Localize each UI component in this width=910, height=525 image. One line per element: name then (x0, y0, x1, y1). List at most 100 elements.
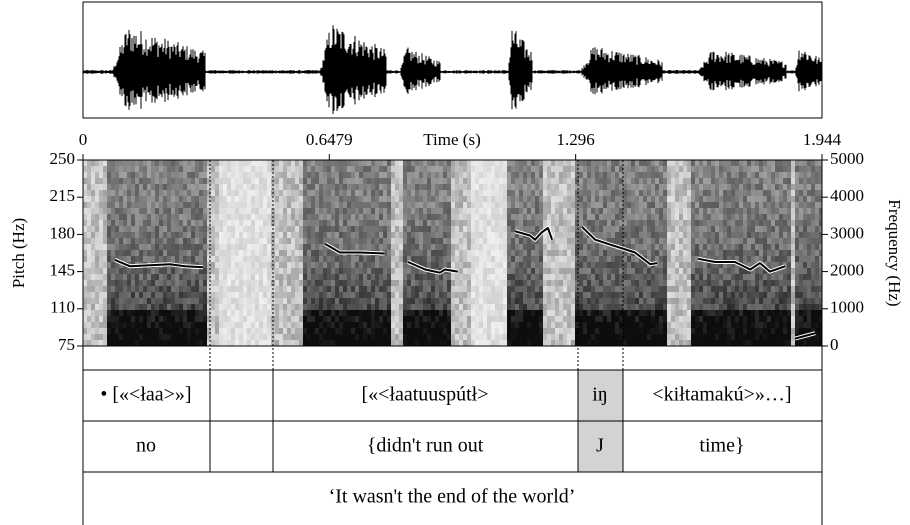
spectrogram-cell (287, 310, 291, 316)
spectrogram-cell (87, 310, 91, 316)
spectrogram-cell (411, 226, 415, 232)
spectrogram-cell (467, 226, 471, 232)
spectrogram-cell (331, 316, 335, 322)
spectrogram-cell (387, 328, 391, 334)
spectrogram-cell (599, 334, 603, 340)
spectrogram-cell (239, 172, 243, 178)
spectrogram-cell (595, 196, 599, 202)
spectrogram-cell (679, 262, 683, 268)
spectrogram-cell (663, 178, 667, 184)
spectrogram-cell (707, 322, 711, 328)
spectrogram-cell (663, 196, 667, 202)
spectrogram-cell (475, 226, 479, 232)
spectrogram-cell (199, 334, 203, 340)
spectrogram-cell (419, 304, 423, 310)
spectrogram-cell (347, 280, 351, 286)
spectrogram-cell (683, 274, 687, 280)
spectrogram-cell (383, 316, 387, 322)
spectrogram-cell (383, 262, 387, 268)
spectrogram-cell (167, 256, 171, 262)
spectrogram-cell (695, 172, 699, 178)
spectrogram-cell (455, 160, 459, 166)
spectrogram-cell (135, 340, 139, 346)
spectrogram-cell (519, 172, 523, 178)
spectrogram-cell (687, 190, 691, 196)
spectrogram-cell (519, 262, 523, 268)
spectrogram-cell (415, 190, 419, 196)
spectrogram-cell (611, 304, 615, 310)
spectrogram-cell (375, 304, 379, 310)
spectrogram-cell (255, 244, 259, 250)
spectrogram-cell (459, 178, 463, 184)
spectrogram-cell (635, 190, 639, 196)
spectrogram-cell (103, 316, 107, 322)
spectrogram-cell (303, 166, 307, 172)
spectrogram-cell (691, 274, 695, 280)
spectrogram-cell (339, 340, 343, 346)
spectrogram-cell (475, 190, 479, 196)
spectrogram-cell (375, 268, 379, 274)
spectrogram-cell (655, 226, 659, 232)
spectrogram-cell (103, 196, 107, 202)
spectrogram-cell (275, 166, 279, 172)
spectrogram-cell (435, 190, 439, 196)
spectrogram-cell (171, 160, 175, 166)
spectrogram-cell (299, 304, 303, 310)
spectrogram-cell (567, 328, 571, 334)
spectrogram-cell (323, 250, 327, 256)
spectrogram-cell (451, 256, 455, 262)
spectrogram-cell (379, 214, 383, 220)
spectrogram-cell (87, 292, 91, 298)
spectrogram-cell (723, 274, 727, 280)
spectrogram-cell (111, 214, 115, 220)
spectrogram-cell (695, 226, 699, 232)
spectrogram-cell (659, 292, 663, 298)
spectrogram-cell (279, 310, 283, 316)
spectrogram-cell (479, 232, 483, 238)
spectrogram-cell (511, 334, 515, 340)
spectrogram-cell (491, 298, 495, 304)
spectrogram-cell (275, 190, 279, 196)
spectrogram-cell (107, 244, 111, 250)
spectrogram-cell (95, 298, 99, 304)
spectrogram-cell (423, 274, 427, 280)
spectrogram-cell (119, 304, 123, 310)
spectrogram-cell (227, 196, 231, 202)
spectrogram-cell (131, 310, 135, 316)
spectrogram-cell (191, 304, 195, 310)
spectrogram-cell (663, 220, 667, 226)
spectrogram-cell (687, 196, 691, 202)
spectrogram-cell (399, 328, 403, 334)
spectrogram-cell (275, 256, 279, 262)
spectrogram-cell (611, 268, 615, 274)
spectrogram-cell (279, 322, 283, 328)
spectrogram-cell (671, 250, 675, 256)
spectrogram-cell (703, 334, 707, 340)
spectrogram-cell (463, 226, 467, 232)
spectrogram-cell (615, 232, 619, 238)
spectrogram-cell (323, 304, 327, 310)
spectrogram-cell (519, 292, 523, 298)
spectrogram-cell (463, 238, 467, 244)
spectrogram-cell (167, 244, 171, 250)
spectrogram-cell (491, 310, 495, 316)
spectrogram-cell (363, 316, 367, 322)
spectrogram-cell (691, 202, 695, 208)
spectrogram-cell (643, 196, 647, 202)
spectrogram-cell (291, 172, 295, 178)
spectrogram-cell (131, 160, 135, 166)
spectrogram-cell (319, 214, 323, 220)
spectrogram-cell (235, 298, 239, 304)
spectrogram-cell (571, 262, 575, 268)
spectrogram-cell (715, 280, 719, 286)
spectrogram-cell (135, 196, 139, 202)
spectrogram-cell (175, 178, 179, 184)
spectrogram-cell (151, 244, 155, 250)
spectrogram-cell (439, 280, 443, 286)
spectrogram-cell (687, 328, 691, 334)
spectrogram-cell (555, 232, 559, 238)
spectrogram-cell (607, 310, 611, 316)
spectrogram-cell (367, 238, 371, 244)
spectrogram-cell (647, 172, 651, 178)
spectrogram-cell (355, 232, 359, 238)
